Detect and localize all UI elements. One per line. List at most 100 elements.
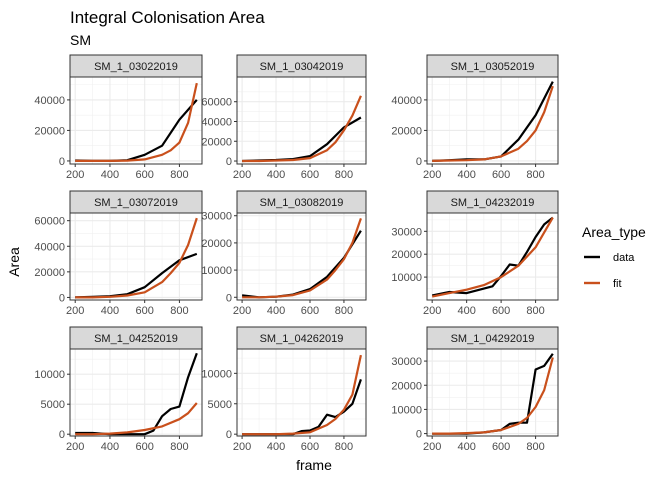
y-tick-label: 20000 <box>391 380 422 392</box>
x-tick-label: 200 <box>233 169 251 181</box>
y-tick-label: 60000 <box>34 216 65 228</box>
y-tick-label: 10000 <box>34 369 65 381</box>
facet-title: SM_1_04232019 <box>451 197 535 209</box>
x-tick-label: 400 <box>267 441 285 453</box>
x-tick-label: 200 <box>66 441 84 453</box>
legend-label: data <box>613 252 635 264</box>
y-tick-label: 20000 <box>201 238 232 250</box>
x-axis-label: frame <box>296 457 332 473</box>
legend-title: Area_type <box>582 224 646 240</box>
x-tick-label: 800 <box>335 441 353 453</box>
y-tick-label: 10000 <box>201 265 232 277</box>
x-tick-label: 600 <box>301 169 319 181</box>
y-tick-label: 40000 <box>34 241 65 253</box>
x-tick-label: 400 <box>267 169 285 181</box>
facet-panel: SM_1_04262019 0 5000 10000 200 400 600 800 <box>201 326 367 453</box>
series-line-fit <box>242 218 362 299</box>
y-tick-label: 20000 <box>34 267 65 279</box>
legend: Area_type data fit <box>582 224 646 290</box>
x-tick-label: 800 <box>170 441 188 453</box>
facet-panel: SM_1_04292019 0 10000 20000 30000 200 400 600 80… <box>391 326 559 453</box>
y-tick-label: 0 <box>59 429 65 441</box>
panel-border <box>69 212 203 301</box>
x-tick-label: 600 <box>492 305 510 317</box>
y-tick-label: 40000 <box>391 95 422 107</box>
x-tick-label: 800 <box>335 169 353 181</box>
y-tick-label: 0 <box>226 429 232 441</box>
x-tick-label: 800 <box>526 305 544 317</box>
y-tick-label: 0 <box>226 156 232 168</box>
series-line-fit <box>242 354 362 436</box>
y-tick-label: 0 <box>226 292 232 304</box>
panel-border <box>236 212 367 301</box>
x-tick-label: 400 <box>101 169 119 181</box>
facet-title: SM_1_03082019 <box>260 197 344 209</box>
panel-background <box>70 77 202 164</box>
panel-border <box>236 76 367 165</box>
facet-panel: SM_1_03022019 0 20000 40000 200 400 600 800 <box>34 54 203 181</box>
facet-panel: SM_1_03042019 0 20000 40000 60000 200 400 600 80… <box>201 54 367 181</box>
x-tick-label: 600 <box>492 441 510 453</box>
x-tick-label: 600 <box>301 305 319 317</box>
x-tick-label: 600 <box>136 305 154 317</box>
x-tick-label: 400 <box>457 305 475 317</box>
y-axis-label: Area <box>6 247 22 277</box>
panel-border <box>236 348 367 437</box>
series-line-fit <box>242 95 362 163</box>
facet-panel: SM_1_03052019 0 20000 40000 200 400 600 800 <box>391 54 559 181</box>
facet-title: SM_1_03052019 <box>451 61 535 73</box>
x-tick-label: 600 <box>136 169 154 181</box>
y-tick-label: 30000 <box>391 226 422 238</box>
series-line-fit <box>431 217 554 298</box>
y-tick-label: 10000 <box>391 404 422 416</box>
facet-panel: SM_1_04232019 10000 20000 30000 200 400 600 800 <box>391 190 559 317</box>
chart-subtitle: SM <box>70 32 91 48</box>
y-tick-label: 20000 <box>391 125 422 137</box>
facet-title: SM_1_04252019 <box>94 333 178 345</box>
x-tick-label: 200 <box>233 305 251 317</box>
panel-background <box>427 349 558 436</box>
x-tick-label: 800 <box>335 305 353 317</box>
x-tick-label: 800 <box>526 169 544 181</box>
series-line-fit <box>432 85 554 162</box>
legend-entry-data: data <box>584 252 635 264</box>
series-line-fit <box>75 217 198 299</box>
panel-border <box>69 348 203 437</box>
y-tick-label: 20000 <box>201 136 232 148</box>
x-tick-label: 600 <box>136 441 154 453</box>
y-tick-label: 5000 <box>41 399 65 411</box>
series-line-fit <box>75 402 198 436</box>
series-line-data <box>431 216 554 297</box>
facet-title: SM_1_03042019 <box>260 61 344 73</box>
facet-panel: SM_1_03072019 0 20000 40000 60000 200 400 600 80… <box>34 190 203 317</box>
x-tick-label: 800 <box>170 305 188 317</box>
panel-border <box>426 348 559 437</box>
panel-background <box>427 77 558 164</box>
chart-title: Integral Colonisation Area <box>70 8 265 27</box>
x-tick-label: 400 <box>267 305 285 317</box>
y-tick-label: 10000 <box>201 368 232 380</box>
panel-background <box>237 77 366 164</box>
panel-background <box>70 213 202 300</box>
facet-title: SM_1_03022019 <box>94 61 178 73</box>
x-tick-label: 200 <box>66 169 84 181</box>
legend-label: fit <box>613 278 622 290</box>
facet-title: SM_1_04292019 <box>451 333 535 345</box>
y-tick-label: 60000 <box>201 97 232 109</box>
x-tick-label: 400 <box>101 305 119 317</box>
panel-border <box>426 212 559 301</box>
y-tick-label: 20000 <box>34 125 65 137</box>
y-tick-label: 0 <box>416 429 422 441</box>
panel-background <box>70 349 202 436</box>
y-tick-label: 30000 <box>391 356 422 368</box>
facet-panel: SM_1_04252019 0 5000 10000 200 400 600 800 <box>34 326 203 453</box>
x-tick-label: 800 <box>526 441 544 453</box>
facet-title: SM_1_03072019 <box>94 197 178 209</box>
y-tick-label: 10000 <box>391 272 422 284</box>
x-tick-label: 400 <box>101 441 119 453</box>
x-tick-label: 200 <box>423 169 441 181</box>
x-tick-label: 400 <box>457 441 475 453</box>
facet-title: SM_1_04262019 <box>260 333 344 345</box>
